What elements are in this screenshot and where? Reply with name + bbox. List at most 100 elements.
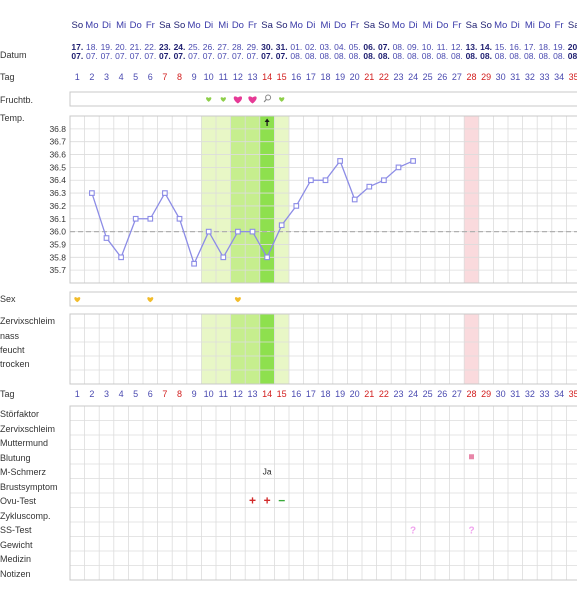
weekday-label: Mo — [289, 20, 303, 31]
date-month-label: 07. — [202, 51, 215, 61]
weekday-label: Mi — [116, 20, 127, 31]
fertility-heart-icon — [206, 97, 212, 102]
date-month-label: 07. — [188, 51, 200, 61]
temperature-point — [278, 222, 285, 229]
zervix-frame — [69, 313, 577, 385]
day-number-lower: 4 — [118, 389, 124, 399]
fertile-band — [245, 116, 260, 283]
day-number-lower: 10 — [203, 389, 214, 399]
day-number-lower: 7 — [162, 389, 168, 399]
label-temp: Temp. — [0, 113, 25, 123]
day-number: 27 — [451, 72, 462, 82]
weekday-label: Mo — [494, 20, 508, 31]
temperature-point — [89, 190, 95, 196]
day-number: 4 — [118, 72, 124, 82]
pregnancy-test-mark: ? — [468, 525, 474, 536]
day-number: 10 — [203, 72, 214, 82]
temperature-point — [162, 190, 168, 196]
date-day-label: 17. — [71, 42, 84, 52]
weekday-label: Di — [408, 20, 418, 31]
label-zervixschleim: Zervixschleim — [0, 316, 56, 326]
date-day-label: 28. — [231, 42, 244, 52]
day-number-lower: 31 — [510, 389, 521, 399]
fertility-heart-icon — [220, 97, 226, 102]
day-number: 8 — [176, 72, 182, 82]
temp-axis-label: 36.2 — [49, 201, 66, 211]
day-number: 19 — [335, 72, 346, 82]
temp-axis-label: 35.9 — [49, 239, 66, 249]
day-number: 33 — [539, 72, 550, 82]
date-month-label: 07. — [173, 51, 186, 61]
label-tag: Tag — [0, 72, 15, 82]
fertile-band — [259, 314, 275, 384]
temperature-point — [103, 235, 110, 241]
date-day-label: 19. — [100, 42, 113, 52]
mschmerz-text: Ja — [263, 466, 272, 476]
day-number-lower: 28 — [466, 389, 477, 399]
fertile-band — [274, 314, 289, 384]
day-number: 32 — [524, 72, 535, 82]
temperature-point — [205, 228, 212, 235]
day-number-lower: 2 — [89, 389, 95, 399]
weekday-label: Do — [129, 20, 142, 31]
temp-frame — [69, 115, 577, 284]
date-month-label: 07. — [275, 51, 288, 61]
date-month-label: 08. — [290, 51, 303, 61]
date-month-label: 08. — [421, 51, 434, 61]
day-number-lower: 16 — [291, 389, 302, 399]
day-number: 3 — [103, 72, 109, 82]
weekday-label: Sa — [159, 20, 171, 31]
date-day-label: 24. — [173, 42, 186, 52]
temp-axis-label: 36.4 — [49, 175, 66, 185]
day-number-lower: 19 — [335, 389, 346, 399]
date-month-label: 08. — [523, 51, 536, 61]
day-number: 12 — [232, 72, 243, 82]
weekday-label: Di — [510, 20, 520, 31]
date-month-label: 07. — [144, 51, 157, 61]
weekday-label: Mi — [218, 20, 229, 31]
fertility-heart-big-icon — [233, 96, 243, 104]
day-number: 28 — [466, 72, 477, 82]
sex-strip — [69, 291, 577, 307]
weekday-label: Do — [538, 20, 551, 31]
day-number: 2 — [89, 72, 95, 82]
day-number: 16 — [291, 72, 302, 82]
weekday-label: So — [378, 20, 390, 31]
date-month-label: 08. — [450, 51, 463, 61]
day-number: 22 — [378, 72, 389, 82]
temperature-point — [235, 228, 241, 235]
date-month-label: 08. — [465, 51, 478, 61]
magnifier-handle — [263, 98, 267, 103]
fertile-band — [216, 314, 231, 384]
fertile-band — [201, 314, 216, 384]
temperature-point — [220, 254, 227, 261]
temperature-point — [147, 215, 154, 222]
date-month-label: 08. — [407, 51, 419, 61]
lower-row-label: Brustsymptom — [0, 481, 58, 492]
weekday-label: Sa — [567, 20, 577, 31]
label-feucht: feucht — [0, 345, 25, 355]
date-month-label: 07. — [100, 51, 113, 61]
day-number: 34 — [554, 72, 565, 82]
temperature-point — [308, 177, 314, 184]
fertile-band — [259, 116, 275, 283]
day-number: 25 — [422, 72, 433, 82]
weekday-label: Fr — [452, 20, 462, 31]
day-number-lower: 23 — [393, 389, 404, 399]
day-number: 18 — [320, 72, 331, 82]
temperature-point — [176, 215, 183, 222]
pregnancy-test-mark: ? — [410, 525, 416, 536]
date-month-label: 07. — [231, 51, 244, 61]
date-day-label: 07. — [377, 42, 390, 52]
weekday-label: Fr — [248, 20, 257, 31]
day-number-lower: 27 — [451, 389, 462, 399]
day-number: 30 — [495, 72, 506, 82]
day-number-lower: 8 — [176, 389, 182, 399]
date-day-label: 20. — [115, 42, 127, 52]
date-month-label: 08. — [304, 51, 317, 61]
date-day-label: 14. — [480, 42, 492, 52]
day-number-lower: 35 — [568, 389, 577, 399]
date-day-label: 19. — [553, 42, 565, 52]
lower-frame — [69, 405, 577, 581]
weekday-label: Mi — [320, 20, 331, 31]
